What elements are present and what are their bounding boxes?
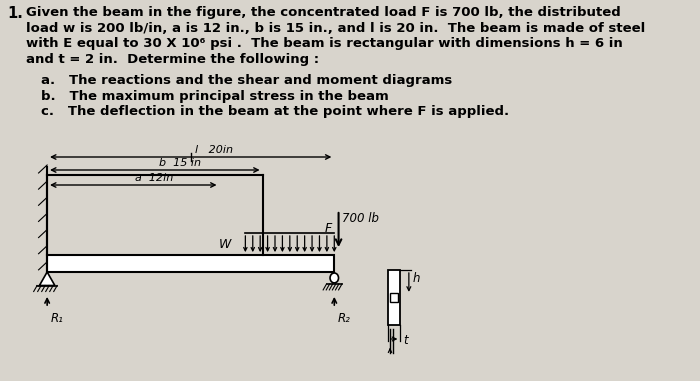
Polygon shape — [39, 272, 55, 285]
Text: R₁: R₁ — [50, 312, 64, 325]
Text: c.   The deflection in the beam at the point where F is applied.: c. The deflection in the beam at the poi… — [41, 105, 510, 118]
Text: 1.: 1. — [7, 6, 22, 21]
Bar — [47, 255, 335, 272]
Text: and t = 2 in.  Determine the following :: and t = 2 in. Determine the following : — [26, 53, 318, 66]
Text: t: t — [403, 333, 407, 346]
Bar — [389, 270, 400, 325]
Text: Given the beam in the figure, the concentrated load F is 700 lb, the distributed: Given the beam in the figure, the concen… — [26, 6, 620, 19]
Text: b  15 in: b 15 in — [159, 158, 201, 168]
Text: a  12in: a 12in — [135, 173, 174, 183]
Bar — [391, 293, 398, 302]
Text: load w is 200 lb/in, a is 12 in., b is 15 in., and l is 20 in.  The beam is made: load w is 200 lb/in, a is 12 in., b is 1… — [26, 21, 645, 35]
Text: b.   The maximum principal stress in the beam: b. The maximum principal stress in the b… — [41, 90, 389, 102]
Circle shape — [330, 273, 339, 283]
Text: a.   The reactions and the shear and moment diagrams: a. The reactions and the shear and momen… — [41, 74, 452, 87]
Text: W: W — [219, 238, 232, 251]
Text: R₂: R₂ — [337, 312, 351, 325]
Text: with E equal to 30 X 10⁶ psi .  The beam is rectangular with dimensions h = 6 in: with E equal to 30 X 10⁶ psi . The beam … — [26, 37, 622, 50]
Text: h: h — [412, 272, 420, 285]
Text: F: F — [325, 222, 332, 235]
Text: 700 lb: 700 lb — [342, 212, 379, 225]
Text: l   20in: l 20in — [195, 145, 233, 155]
